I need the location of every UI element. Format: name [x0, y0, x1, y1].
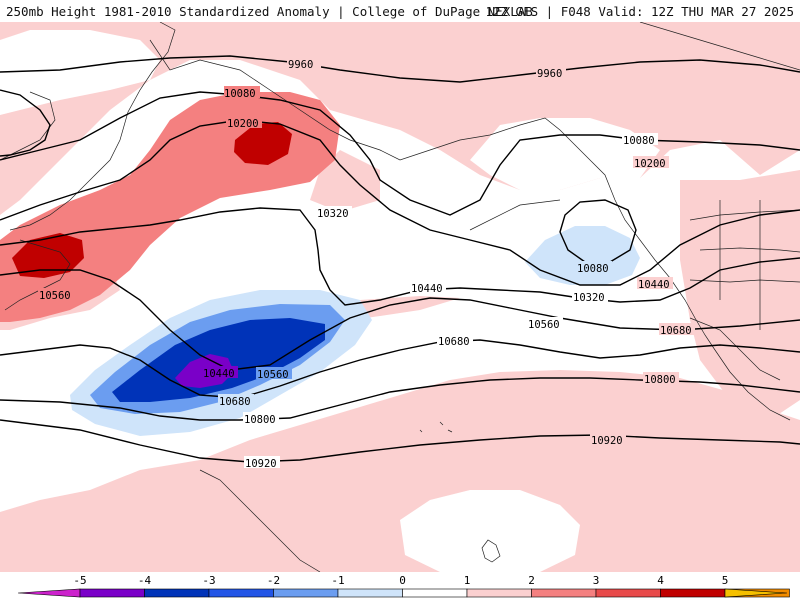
- colorbar-tick-4: -1: [331, 574, 344, 587]
- anomaly-map: 9960 9960 10080 10200 10080 10200 10320 …: [0, 22, 800, 572]
- colorbar-swatch-8: [531, 588, 597, 598]
- contour-label-10320: 10320: [573, 292, 605, 304]
- header-bar: 250mb Height 1981-2010 Standardized Anom…: [0, 0, 800, 22]
- colorbar-swatch-2: [144, 588, 210, 598]
- colorbar-swatch-7: [466, 588, 532, 598]
- colorbar-tick-9: 4: [657, 574, 664, 587]
- contour-label-10560: 10560: [257, 369, 289, 381]
- colorbar-tick-7: 2: [528, 574, 535, 587]
- contour-label-10680: 10680: [438, 336, 470, 348]
- contour-label-10800: 10800: [244, 414, 276, 426]
- colorbar-tick-10: 5: [722, 574, 729, 587]
- contour-labels: 9960 9960 10080 10200 10080 10200 10320 …: [38, 58, 695, 470]
- contour-label-10560: 10560: [39, 290, 71, 302]
- coastlines: [0, 22, 800, 572]
- contour-label-10080: 10080: [577, 263, 609, 275]
- contour-label-10560: 10560: [528, 319, 560, 331]
- colorbar-tick-2: -3: [202, 574, 215, 587]
- colorbar-swatch-4: [273, 588, 339, 598]
- contour-label-10320: 10320: [317, 208, 349, 220]
- colorbar-tick-0: -5: [73, 574, 86, 587]
- colorbar-tick-8: 3: [593, 574, 600, 587]
- colorbar-tick-6: 1: [464, 574, 471, 587]
- contour-label-10200: 10200: [227, 118, 259, 130]
- run-valid-time: 12Z GFS | F048 Valid: 12Z THU MAR 27 202…: [485, 4, 794, 19]
- contour-label-10440: 10440: [411, 283, 443, 295]
- colorbar-swatches: [17, 588, 790, 598]
- colorbar-swatch-1: [79, 588, 145, 598]
- contour-label-10080: 10080: [623, 135, 655, 147]
- map-title: 250mb Height 1981-2010 Standardized Anom…: [6, 4, 533, 19]
- colorbar-tick-labels: -5 -4 -3 -2 -1 0 1 2 3 4 5: [73, 574, 728, 587]
- colorbar-tick-3: -2: [267, 574, 280, 587]
- contour-label-10920: 10920: [591, 435, 623, 447]
- contour-label-10680: 10680: [219, 396, 251, 408]
- contour-label-10200: 10200: [634, 158, 666, 170]
- colorbar-swatch-0: [17, 588, 81, 598]
- contour-label-10440: 10440: [638, 279, 670, 291]
- positive-anomaly-strong: [12, 122, 292, 278]
- colorbar-swatch-9: [595, 588, 661, 598]
- colorbar: -5 -4 -3 -2 -1 0 1 2 3 4 5: [17, 574, 790, 598]
- colorbar-swatch-12: [724, 588, 788, 598]
- colorbar-swatch-10: [660, 588, 726, 598]
- contour-label-10080: 10080: [224, 88, 256, 100]
- contour-label-9960: 9960: [537, 68, 562, 80]
- contour-label-10680: 10680: [660, 325, 692, 337]
- contour-label-10800: 10800: [644, 374, 676, 386]
- colorbar-swatch-5: [337, 588, 403, 598]
- colorbar-tick-1: -4: [138, 574, 152, 587]
- colorbar-tick-5: 0: [399, 574, 406, 587]
- contour-label-9960: 9960: [288, 59, 313, 71]
- colorbar-swatch-6: [402, 588, 468, 598]
- contour-label-10440: 10440: [203, 368, 235, 380]
- colorbar-swatch-3: [208, 588, 274, 598]
- contour-label-10920: 10920: [245, 458, 277, 470]
